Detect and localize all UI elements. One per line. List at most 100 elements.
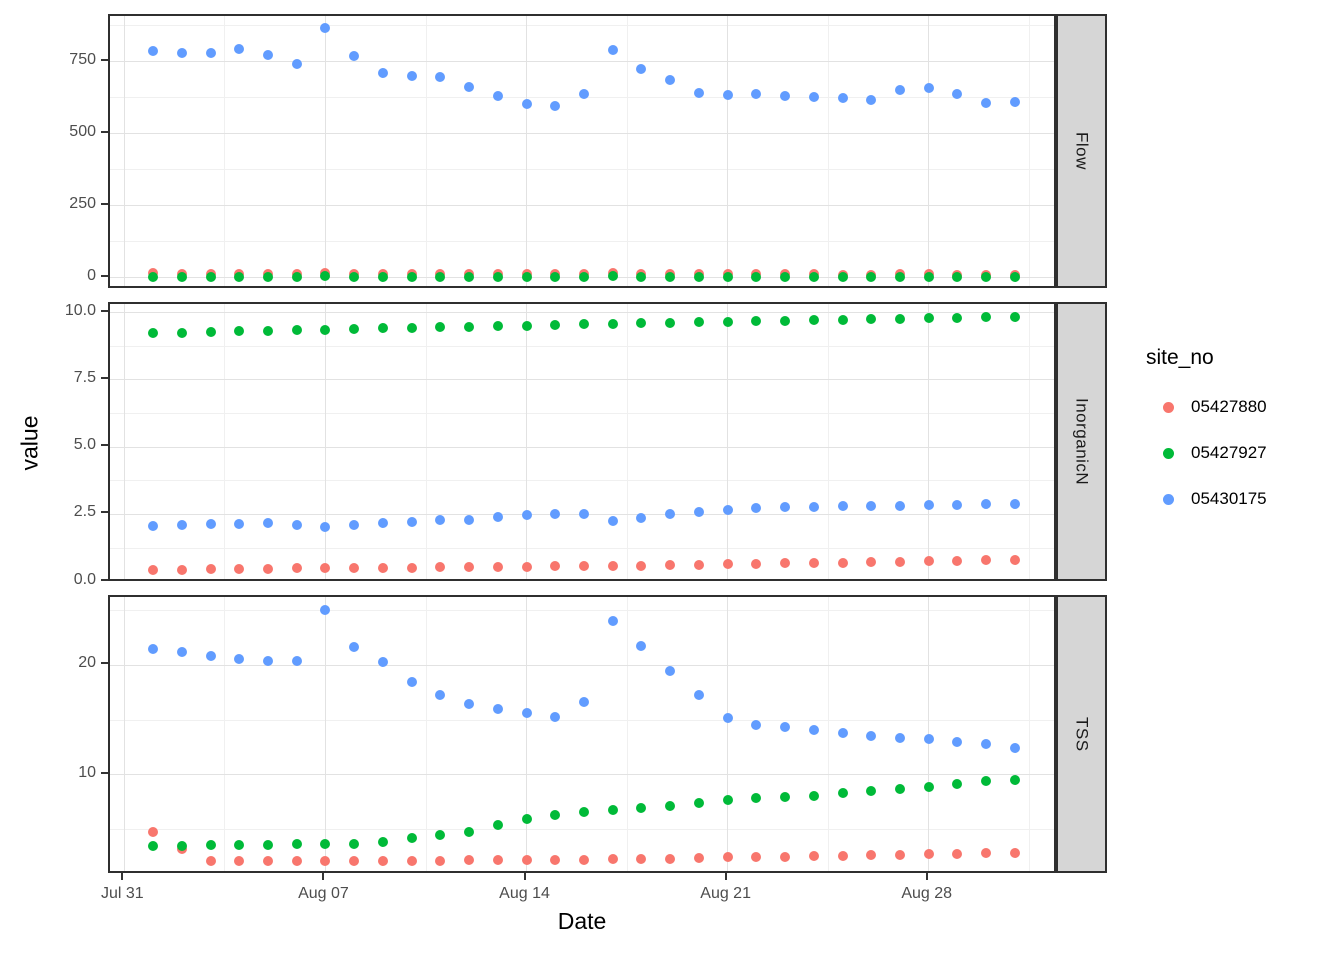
data-point: [320, 604, 331, 615]
data-point: [751, 719, 762, 730]
y-axis-tick-label: 2.5: [73, 503, 96, 521]
data-point: [406, 70, 417, 81]
data-point: [981, 312, 992, 323]
gridline-major: [928, 304, 930, 579]
gridline-minor: [110, 610, 1054, 612]
data-point: [607, 560, 618, 571]
data-point: [665, 317, 676, 328]
data-point: [722, 316, 733, 327]
gridline-minor: [110, 413, 1054, 414]
x-axis-title: Date: [557, 908, 607, 934]
data-point: [263, 839, 273, 850]
x-axis-tick-label: Aug 07: [298, 885, 349, 902]
gridline-major: [110, 379, 1054, 381]
facet-strip-tss: TSS: [1056, 595, 1107, 873]
y-axis-tick: [101, 578, 108, 581]
data-point: [464, 514, 475, 525]
data-point: [923, 733, 934, 744]
gridline-major: [526, 16, 528, 286]
x-axis-tick-label: Aug 21: [700, 885, 751, 902]
data-point: [492, 561, 503, 572]
legend-item: 05427927: [1136, 430, 1336, 476]
data-point: [808, 315, 819, 326]
data-point: [377, 657, 388, 668]
x-axis-tick: [724, 873, 727, 880]
data-point: [808, 851, 819, 862]
data-point: [866, 94, 877, 105]
data-point: [693, 853, 704, 864]
data-point: [981, 499, 992, 510]
data-point: [148, 826, 159, 837]
data-point: [579, 89, 589, 100]
y-axis-tick-label: 500: [69, 122, 96, 140]
x-axis-tick: [925, 873, 928, 880]
data-point: [349, 50, 360, 61]
data-point: [923, 272, 934, 283]
data-point: [952, 499, 963, 510]
data-point: [866, 314, 877, 325]
gridline-minor: [1028, 16, 1030, 286]
data-point: [636, 640, 647, 651]
data-point: [579, 807, 589, 818]
data-point: [923, 83, 934, 94]
data-point: [291, 563, 302, 574]
gridline-major: [727, 16, 729, 286]
data-point: [722, 504, 733, 515]
data-point: [981, 776, 992, 787]
data-point: [291, 839, 302, 850]
x-axis-tick: [322, 873, 325, 880]
y-axis-tick-label: 750: [69, 50, 96, 68]
data-point: [234, 271, 245, 282]
gridline-major: [110, 133, 1054, 135]
data-point: [1009, 272, 1020, 283]
y-axis-tick: [101, 376, 108, 379]
facet-panel-tss: [108, 595, 1056, 873]
gridline-minor: [626, 597, 628, 871]
data-point: [176, 564, 187, 575]
legend-items: 05427880 05427927 05430175: [1136, 384, 1336, 522]
data-point: [176, 647, 187, 658]
data-point: [579, 319, 589, 330]
data-point: [895, 500, 905, 511]
gridline-minor: [224, 16, 226, 286]
data-point: [837, 314, 848, 325]
data-point: [492, 90, 503, 101]
gridline-minor: [425, 16, 427, 286]
gridline-major: [324, 597, 326, 871]
y-axis-tick-label: 5.0: [73, 436, 96, 454]
facet-strip-flow: Flow: [1056, 14, 1107, 288]
data-point: [263, 518, 273, 528]
data-point: [1009, 847, 1020, 858]
data-point: [550, 100, 561, 111]
data-point: [406, 855, 417, 866]
data-point: [665, 75, 676, 86]
data-point: [176, 519, 187, 530]
gridline-minor: [110, 241, 1054, 243]
data-point: [895, 272, 905, 283]
y-axis-tick: [101, 662, 108, 665]
data-point: [1009, 498, 1020, 509]
data-point: [895, 85, 905, 96]
gridline-major: [110, 312, 1054, 314]
gridline-minor: [110, 829, 1054, 831]
data-point: [291, 656, 302, 667]
data-point: [607, 854, 618, 865]
x-axis-tick: [121, 873, 124, 880]
data-point: [636, 560, 647, 571]
data-point: [751, 316, 762, 327]
data-point: [521, 855, 532, 866]
gridline-minor: [626, 304, 628, 579]
data-point: [406, 833, 417, 844]
data-point: [923, 849, 934, 860]
data-point: [579, 508, 589, 519]
data-point: [263, 563, 273, 574]
data-point: [320, 22, 331, 33]
y-axis-tick-label: 7.5: [73, 368, 96, 386]
data-point: [406, 676, 417, 687]
data-point: [808, 725, 819, 736]
y-axis-tick-label: 250: [69, 194, 96, 212]
data-point: [636, 854, 647, 865]
data-point: [521, 320, 532, 331]
data-point: [291, 271, 302, 282]
data-point: [981, 555, 992, 566]
